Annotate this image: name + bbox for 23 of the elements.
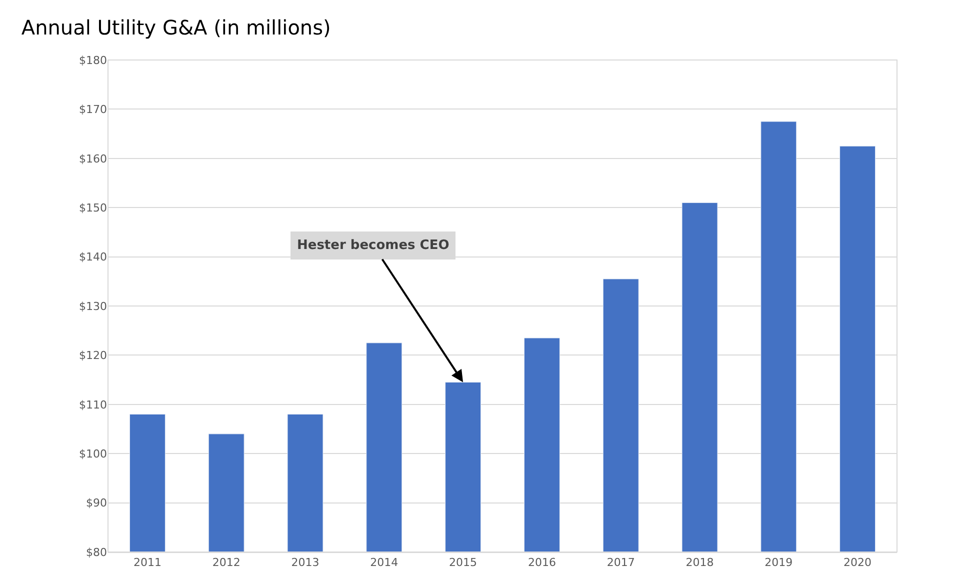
- y-tick-label: $120: [79, 349, 107, 362]
- y-tick-label: $180: [79, 54, 107, 67]
- y-tick-label: $100: [79, 447, 107, 460]
- x-tick-label: 2016: [528, 556, 556, 570]
- y-tick-label: $150: [79, 201, 107, 214]
- y-tick-label: $80: [86, 546, 107, 559]
- y-tick-label: $90: [86, 496, 107, 510]
- x-tick-label: 2012: [212, 556, 240, 570]
- y-tick-label: $130: [79, 300, 107, 313]
- annotation: Hester becomes CEO: [297, 238, 450, 253]
- y-tick-label: $170: [79, 103, 107, 116]
- x-tick-label: 2013: [291, 556, 320, 570]
- x-tick-label: 2015: [449, 556, 478, 570]
- x-tick-label: 2017: [606, 556, 635, 570]
- y-tick-label: $160: [79, 152, 107, 166]
- x-tick-label: 2018: [686, 556, 714, 570]
- y-tick-label: $110: [79, 398, 107, 412]
- x-tick-label: 2014: [370, 556, 398, 570]
- y-tick-label: $140: [79, 250, 107, 264]
- chart-title: Annual Utility G&A (in millions): [21, 15, 331, 40]
- x-tick-label: 2011: [133, 556, 162, 570]
- x-tick-label: 2019: [764, 556, 793, 570]
- x-tick-label: 2020: [844, 556, 872, 570]
